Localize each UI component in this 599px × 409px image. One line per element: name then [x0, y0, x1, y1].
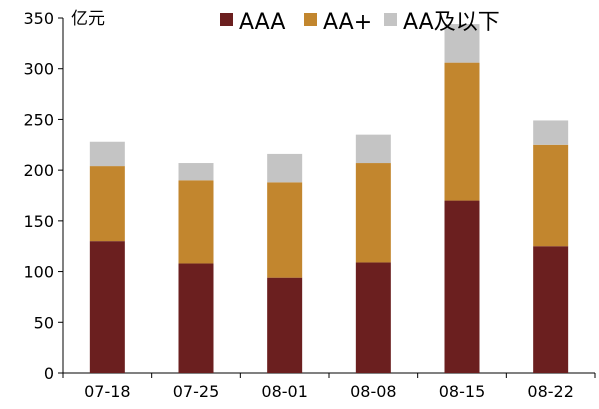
y-tick-label: 250: [23, 110, 54, 129]
bar-segment-2-3: [355, 134, 391, 164]
y-tick-label: 200: [23, 161, 54, 180]
legend-swatch-2: [384, 13, 397, 26]
bar-segment-2-0: [89, 141, 125, 167]
bar-segment-2-1: [178, 163, 214, 181]
x-tick-label: 08-01: [261, 382, 308, 401]
x-tick-label: 08-15: [439, 382, 486, 401]
bar-segment-2-5: [533, 120, 569, 145]
y-tick-label: 100: [23, 263, 54, 282]
x-tick-label: 07-25: [173, 382, 220, 401]
x-tick-label: 07-18: [84, 382, 131, 401]
legend-label-0: AAA: [239, 10, 285, 35]
legend-swatch-1: [304, 13, 317, 26]
legend: AAA AA+ AA及以下: [220, 10, 500, 35]
y-tick-label: 350: [23, 9, 54, 28]
bar-segment-0-4: [444, 200, 480, 373]
bar-segment-1-2: [267, 182, 303, 278]
bar-segment-2-2: [267, 153, 303, 183]
bar-segment-1-5: [533, 144, 569, 247]
y-tick-label: 300: [23, 60, 54, 79]
bar-segment-0-2: [267, 277, 303, 373]
bar-segment-0-3: [355, 262, 391, 373]
bar-segment-2-4: [444, 24, 480, 63]
bar-segment-1-1: [178, 180, 214, 264]
bars: [89, 24, 569, 373]
legend-swatch-0: [220, 13, 233, 26]
bar-segment-1-4: [444, 62, 480, 201]
legend-label-1: AA+: [323, 10, 372, 35]
x-tick-label: 08-08: [350, 382, 397, 401]
axes: 0 50 100 150 200 250 300 350 07-18 07-25 08-01 08-0…: [23, 9, 596, 401]
y-tick-label: 50: [34, 313, 54, 332]
y-tick-label: 150: [23, 212, 54, 231]
bar-segment-0-0: [89, 241, 125, 373]
bar-segment-1-0: [89, 166, 125, 242]
bar-segment-0-1: [178, 263, 214, 373]
bar-segment-1-3: [355, 163, 391, 263]
legend-label-2: AA及以下: [403, 10, 500, 35]
y-tick-label: 0: [44, 364, 54, 383]
x-tick-label: 08-22: [527, 382, 574, 401]
y-unit-label: 亿元: [71, 9, 105, 29]
bar-segment-0-5: [533, 246, 569, 373]
